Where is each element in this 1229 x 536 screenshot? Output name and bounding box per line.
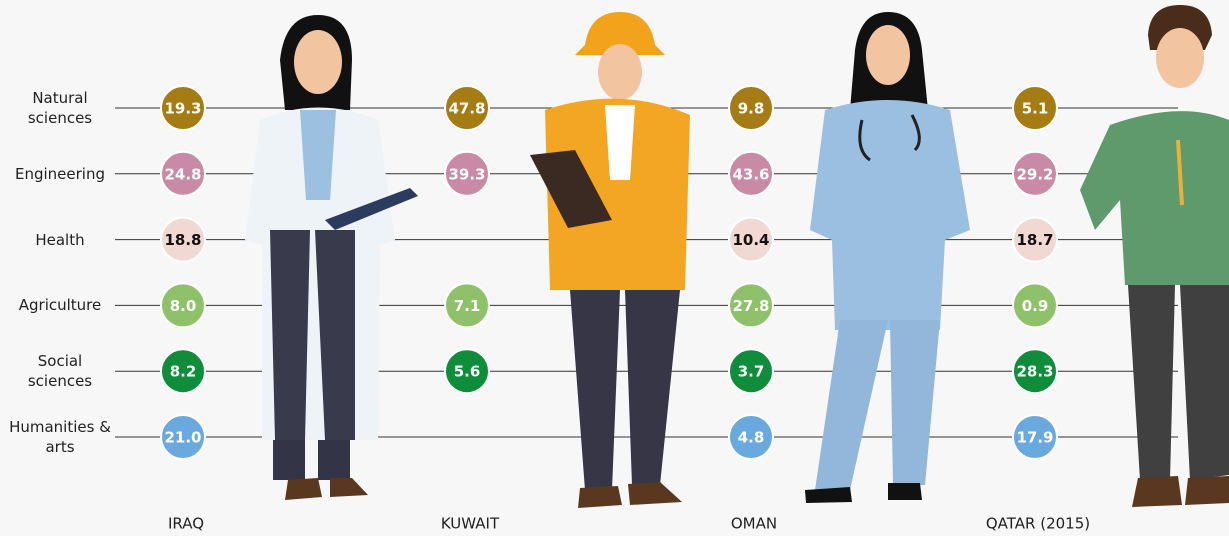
figure-farmer xyxy=(1080,5,1229,507)
dot xyxy=(160,282,206,329)
dot xyxy=(160,150,206,197)
figure-nurse xyxy=(805,12,970,503)
value-label: 29.2 xyxy=(1016,165,1053,183)
row-label: Agriculture xyxy=(18,296,102,315)
value-label: 24.8 xyxy=(164,165,201,183)
value-label: 19.3 xyxy=(164,100,201,118)
value-label: 18.8 xyxy=(164,231,201,249)
value-label: 17.9 xyxy=(1016,429,1053,447)
value-label: 28.3 xyxy=(1016,363,1053,381)
dot xyxy=(1012,85,1058,131)
value-label: 39.3 xyxy=(448,165,485,183)
dot xyxy=(1012,150,1058,197)
dot xyxy=(444,85,490,131)
value-label: 21.0 xyxy=(164,429,201,447)
column-label: OMAN xyxy=(731,515,777,533)
value-label: 8.2 xyxy=(170,363,197,381)
dot xyxy=(728,150,774,197)
dot xyxy=(160,85,206,131)
value-label: 7.1 xyxy=(454,297,481,315)
row-label: Humanities & arts xyxy=(9,418,111,456)
value-label: 10.4 xyxy=(732,231,769,249)
value-label: 3.7 xyxy=(738,363,765,381)
value-label: 4.8 xyxy=(738,429,765,447)
value-label: 43.6 xyxy=(732,165,769,183)
column-label: KUWAIT xyxy=(441,515,500,533)
dot xyxy=(728,414,774,460)
value-label: 47.8 xyxy=(448,100,485,118)
dot xyxy=(728,348,774,395)
value-label: 18.7 xyxy=(1016,231,1053,249)
dot xyxy=(728,216,774,263)
dot xyxy=(444,282,490,329)
dot xyxy=(160,216,206,263)
value-label: 9.8 xyxy=(738,100,765,118)
dot xyxy=(1012,414,1058,460)
dot xyxy=(728,85,774,131)
dot xyxy=(444,348,490,395)
row-label: Natural sciences xyxy=(27,89,93,127)
row-label: Engineering xyxy=(15,164,105,183)
dot xyxy=(160,348,206,395)
column-label: QATAR (2015) xyxy=(986,515,1090,533)
row-label: Health xyxy=(35,230,85,249)
figure-scientist xyxy=(245,15,418,500)
value-label: 5.1 xyxy=(1022,100,1049,118)
value-label: 27.8 xyxy=(732,297,769,315)
column-label: IRAQ xyxy=(168,515,204,533)
figure-engineer xyxy=(530,12,690,508)
dot xyxy=(1012,282,1058,329)
dot xyxy=(728,282,774,329)
dot xyxy=(1012,348,1058,395)
row-label: Social sciences xyxy=(27,352,93,391)
value-label: 8.0 xyxy=(170,297,197,315)
dot xyxy=(160,414,206,460)
dot xyxy=(444,150,490,197)
figures xyxy=(245,5,1229,508)
value-label: 5.6 xyxy=(454,363,481,381)
value-label: 0.9 xyxy=(1022,297,1049,315)
dot xyxy=(1012,216,1058,263)
dots: 19.3 24.8 18.8 8.0 8.2 21.0 47.8 39.3 7.1 5.6 9.8 4… xyxy=(160,85,1058,460)
